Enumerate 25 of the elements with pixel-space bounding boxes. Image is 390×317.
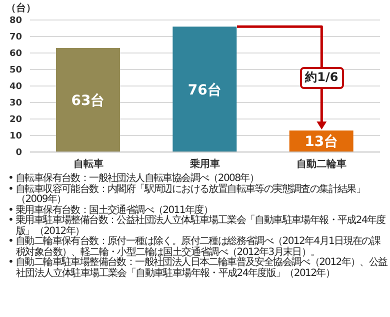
y-tick-label: 10 <box>9 132 22 142</box>
text: • 自動二輪車駐車場整備台数：一般社団法人日本二輪車普及安全協会調べ（2012年）、公益社団法人立体駐車場工業会「自動車駐車場年報・平成24年度版」（2012年） <box>8 257 388 279</box>
y-tick-label: 30 <box>9 98 22 109</box>
annotation: 約1/6 <box>300 66 344 89</box>
y-axis-title: （台） <box>6 2 36 15</box>
y-tick-label: 0 <box>16 148 22 158</box>
y-tick-label: 80 <box>9 16 22 26</box>
text: • 乗用車駐車場整備台数：公益社団法人立体駐車場工業会「自動車駐車場年報・平成24年度版」（2012年） <box>8 215 386 236</box>
y-tick-label: 60 <box>9 49 22 60</box>
bar <box>172 26 237 152</box>
data-label: 76台 <box>188 82 222 98</box>
text: • 自転車保有台数：一般社団法人自転車協会調べ（2008年） <box>8 173 260 184</box>
x-tick-label: 自転車 <box>73 158 104 170</box>
data-label: 13台 <box>304 134 338 150</box>
data-label: 63台 <box>71 92 105 109</box>
bar <box>56 48 120 152</box>
y-tick-label: 40 <box>9 82 22 92</box>
text: • 自動二輪車保有台数：原付一種は除く。原付二種は総務省調べ（2012年4月1日現在の課税対象台数）、軽二輪・小型二輪は国土交通省調べ（2012年3月末日）。 <box>8 236 380 258</box>
y-tick-label: 50 <box>9 66 22 76</box>
y-tick-label: 20 <box>9 115 22 126</box>
x-tick-label: 乗用車 <box>189 158 220 170</box>
x-tick-label: 自動二輪車 <box>296 158 347 170</box>
text: • 乗用車保有台数：国土交通省調べ（2011年度） <box>8 204 213 216</box>
text: • 自転車収容可能台数：内閣府「駅周辺における放置自転車等の実態調査の集計結果」（2009年） <box>8 184 366 205</box>
y-tick-label: 70 <box>9 32 22 43</box>
